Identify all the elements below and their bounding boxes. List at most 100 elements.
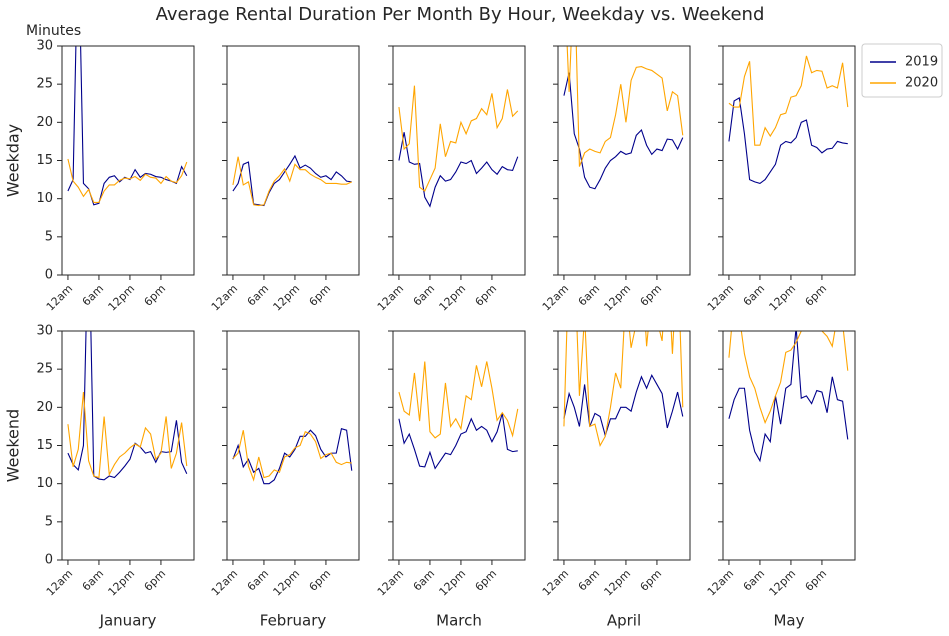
x-tick-label: 6am (741, 567, 767, 593)
column-label: March (436, 612, 482, 630)
x-tick-label: 12pm (602, 282, 634, 314)
y-tick-label: 30 (36, 39, 53, 54)
panel: 12am 6am 12pm 6pm (540, 45, 691, 314)
column-label: January (99, 612, 157, 630)
panel: 12am 6am 12pm 6pm (375, 330, 526, 599)
panel: 12am 6am 12pm 6pm (705, 330, 856, 599)
x-tick-label: 6am (245, 282, 271, 308)
y-tick-label: 30 (36, 324, 53, 339)
legend-label: 2019 (905, 55, 938, 70)
x-tick-label: 6pm (142, 567, 169, 594)
panel: 0 5 10 15 20 25 30 12am 6am 12pm 6pm (36, 39, 195, 314)
x-tick-label: 6pm (638, 567, 665, 594)
column-label: April (607, 612, 641, 630)
panel: 12am 6am 12pm 6pm (705, 45, 856, 314)
x-tick-label: 12am (44, 567, 75, 598)
plot-frame (226, 45, 360, 276)
x-tick-label: 12am (540, 567, 571, 598)
row-label: Weekend (4, 409, 23, 482)
y-tick-label: 5 (45, 229, 53, 244)
panel: 12am 6am 12pm 6pm (209, 45, 360, 314)
line-series (398, 85, 519, 192)
y-tick-label: 20 (36, 400, 53, 415)
column-label: February (260, 612, 327, 630)
x-tick-label: 6pm (803, 282, 830, 309)
x-tick-label: 6am (411, 282, 437, 308)
line-series (563, 72, 684, 190)
x-tick-label: 6am (80, 567, 106, 593)
line-series (232, 428, 353, 485)
x-tick-label: 12am (705, 567, 736, 598)
line-series (728, 331, 849, 425)
plot-frame (722, 330, 856, 561)
y-tick-label: 10 (36, 476, 53, 491)
line-series (67, 158, 188, 204)
line-series (728, 55, 849, 146)
legend-label: 2020 (905, 76, 938, 91)
y-tick-label: 25 (36, 362, 53, 377)
y-tick-label: 15 (36, 438, 53, 453)
panel: 12am 6am 12pm 6pm (375, 45, 526, 314)
plot-frame (557, 45, 691, 276)
x-tick-label: 12am (540, 282, 571, 313)
x-tick-label: 6pm (307, 567, 334, 594)
x-tick-label: 6pm (638, 282, 665, 309)
plot-frame (61, 45, 195, 276)
x-tick-label: 6am (411, 567, 437, 593)
x-tick-label: 12pm (767, 282, 799, 314)
x-tick-label: 12am (705, 282, 736, 313)
y-tick-label: 0 (45, 553, 53, 568)
x-tick-label: 6am (576, 567, 602, 593)
line-series (67, 331, 188, 481)
x-tick-label: 12am (375, 567, 406, 598)
x-tick-label: 6pm (803, 567, 830, 594)
line-series (728, 97, 848, 185)
x-tick-label: 12pm (106, 282, 138, 314)
y-tick-label: 15 (36, 153, 53, 168)
x-tick-label: 12am (375, 282, 406, 313)
plot-frame (392, 45, 526, 276)
y-tick-label: 25 (36, 77, 53, 92)
x-tick-label: 6am (245, 567, 271, 593)
line-series (563, 373, 684, 438)
x-tick-label: 12am (209, 567, 240, 598)
y-tick-label: 0 (45, 268, 53, 283)
chart-title: Average Rental Duration Per Month By Hou… (156, 4, 765, 25)
y-tick-label: 10 (36, 191, 53, 206)
x-tick-label: 6am (741, 282, 767, 308)
x-tick-label: 6pm (142, 282, 169, 309)
x-tick-label: 6pm (473, 567, 500, 594)
x-tick-label: 12pm (437, 567, 469, 599)
legend: 2019 2020 (861, 43, 943, 98)
panel: 12am 6am 12pm 6pm (209, 330, 360, 599)
y-tick-label: 20 (36, 115, 53, 130)
panel: 0 5 10 15 20 25 30 12am 6am 12pm 6pm (36, 324, 195, 599)
x-tick-label: 6pm (473, 282, 500, 309)
x-tick-label: 6am (576, 282, 602, 308)
line-series (398, 361, 519, 439)
row-label: Weekday (4, 124, 23, 197)
line-series (566, 46, 684, 167)
line-series (232, 430, 352, 482)
x-tick-label: 12pm (767, 567, 799, 599)
y-tick-label: 5 (45, 514, 53, 529)
plot-frame (392, 330, 526, 561)
plot-frame (557, 330, 691, 561)
plot-frame (226, 330, 360, 561)
y-axis-label: Minutes (26, 23, 81, 39)
line-series (728, 331, 849, 463)
x-tick-label: 6am (80, 282, 106, 308)
x-tick-label: 12pm (602, 567, 634, 599)
line-series (398, 413, 518, 470)
x-tick-label: 12pm (106, 567, 138, 599)
column-label: May (773, 612, 804, 630)
x-tick-label: 12pm (437, 282, 469, 314)
line-series (67, 46, 188, 206)
x-tick-label: 12am (209, 282, 240, 313)
line-series (398, 132, 519, 208)
line-series (232, 156, 352, 207)
x-tick-label: 12pm (271, 282, 303, 314)
line-series (563, 331, 684, 447)
x-tick-label: 12am (44, 282, 75, 313)
